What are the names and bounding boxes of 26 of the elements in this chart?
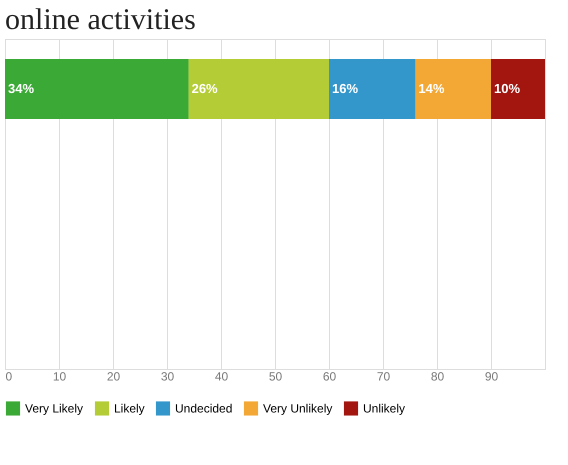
x-tick-label: 30	[160, 370, 174, 384]
legend-label: Very Likely	[25, 401, 84, 416]
legend-label: Very Unlikely	[263, 401, 332, 416]
x-tick-label: 20	[106, 370, 120, 384]
data-label: 10%	[494, 81, 520, 96]
data-label: 34%	[8, 81, 34, 96]
legend-label: Likely	[114, 401, 145, 416]
data-label: 16%	[332, 81, 358, 96]
data-label: 14%	[418, 81, 445, 96]
bar	[329, 59, 416, 119]
bar	[491, 59, 545, 119]
legend-label: Unlikely	[363, 401, 406, 416]
x-tick-label: 10	[52, 370, 66, 384]
x-tick-label: 90	[484, 370, 498, 384]
x-tick-label: 80	[430, 370, 444, 384]
x-tick-label: 60	[322, 370, 336, 384]
data-label: 26%	[192, 81, 218, 96]
bar	[5, 59, 189, 119]
x-tick-label: 40	[214, 370, 228, 384]
x-tick-label: 70	[376, 370, 390, 384]
legend-label: Undecided	[175, 401, 232, 416]
bar	[188, 59, 329, 119]
bar	[415, 59, 491, 119]
x-tick-label: 0	[6, 370, 12, 384]
x-tick-label: 50	[268, 370, 282, 384]
chart-title: online activities	[5, 3, 196, 36]
